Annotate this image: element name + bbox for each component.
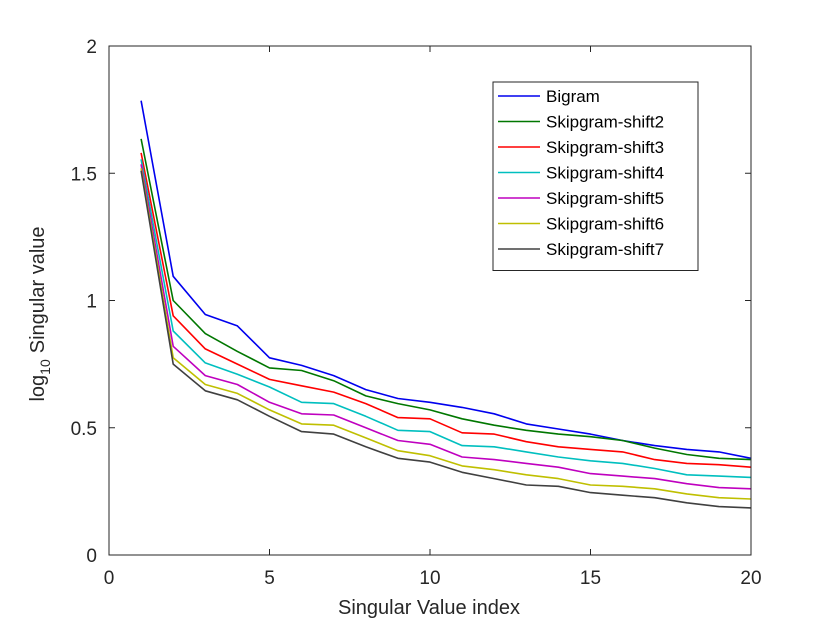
- y-tick-label: 0.5: [71, 419, 97, 440]
- svg-text:log10Singular value: log10 Singular value: [27, 226, 53, 401]
- x-tick-label: 10: [419, 568, 440, 589]
- series-line-bigram: [140, 100, 752, 460]
- x-tick-label: 5: [264, 568, 275, 589]
- series-line-skipgram-shift3: [140, 152, 752, 468]
- legend-entry: Bigram: [546, 87, 600, 106]
- legend-entry: Skipgram-shift6: [546, 215, 664, 234]
- legend-entry: Skipgram-shift4: [546, 164, 664, 183]
- y-axis-label-log: log: [27, 375, 49, 402]
- y-tick-label: 2: [86, 37, 97, 58]
- legend-entry: Skipgram-shift2: [546, 113, 664, 132]
- legend-entry: Skipgram-shift7: [546, 240, 664, 259]
- x-tick-label: 15: [580, 568, 601, 589]
- series-line-skipgram-shift4: [140, 159, 752, 479]
- y-tick-label: 1: [86, 292, 97, 313]
- y-axis-label-text: Singular value: [27, 226, 49, 353]
- legend-box: [492, 81, 699, 271]
- x-tick-label: 20: [740, 568, 761, 589]
- x-tick-label: 0: [104, 568, 115, 589]
- legend-entry: Skipgram-shift3: [546, 138, 664, 157]
- y-tick-label: 1.5: [71, 164, 97, 185]
- series-line-skipgram-shift5: [140, 164, 752, 490]
- legend-entry: Skipgram-shift5: [546, 189, 664, 208]
- series-line-skipgram-shift7: [140, 170, 752, 509]
- y-axis-label-subscript: 10: [37, 359, 53, 375]
- x-axis-label: Singular Value index: [338, 597, 520, 619]
- series-layer: [140, 100, 752, 509]
- axes-layer: 0 5 10 15 20 0 0.5 1 1.5 2: [71, 37, 762, 589]
- series-line-skipgram-shift6: [140, 168, 752, 500]
- legend: Bigram Skipgram-shift2 Skipgram-shift3 Skip…: [492, 81, 699, 271]
- series-line-skipgram-shift2: [140, 138, 752, 461]
- y-axis-label: log10 Singular value: [27, 226, 53, 401]
- y-tick-label: 0: [86, 546, 97, 567]
